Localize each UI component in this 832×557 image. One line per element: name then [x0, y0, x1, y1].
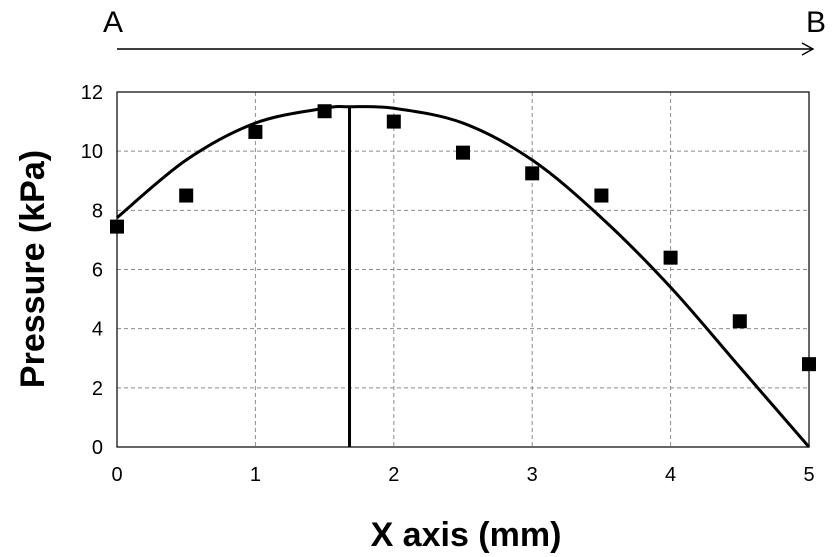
y-tick-label: 10	[81, 141, 103, 163]
data-point	[179, 188, 194, 203]
data-point	[802, 357, 816, 372]
data-point	[525, 166, 540, 181]
x-tick-label: 3	[527, 464, 538, 486]
x-tick-label: 0	[111, 464, 122, 486]
arrow-start-label: A	[103, 6, 123, 39]
x-tick-label: 1	[250, 464, 261, 486]
fit-curve	[116, 105, 811, 448]
y-tick-label: 0	[92, 437, 103, 459]
y-tick-label: 2	[92, 378, 103, 400]
data-point	[663, 250, 678, 265]
data-point	[594, 188, 609, 203]
plot-area-frame	[116, 91, 810, 448]
x-axis-title: X axis (mm)	[371, 516, 562, 554]
data-point	[110, 219, 124, 234]
data-point	[248, 124, 263, 139]
data-point	[386, 114, 401, 129]
x-tick-label: 2	[388, 464, 399, 486]
data-points	[110, 104, 816, 372]
grid	[116, 91, 810, 448]
y-tick-label: 12	[81, 82, 103, 104]
x-tick-label: 5	[803, 464, 814, 486]
y-tick-label: 6	[92, 260, 103, 282]
data-point	[456, 145, 470, 160]
y-tick-label: 8	[92, 200, 103, 222]
y-tick-label: 4	[92, 319, 103, 341]
fit-curve-layer	[116, 105, 811, 448]
data-point	[732, 314, 747, 329]
y-axis-title: Pressure (kPa)	[14, 150, 52, 388]
x-tick-label: 4	[665, 464, 676, 486]
data-point	[317, 104, 332, 119]
arrow-end-label: B	[806, 6, 826, 39]
direction-arrowhead	[801, 42, 815, 56]
